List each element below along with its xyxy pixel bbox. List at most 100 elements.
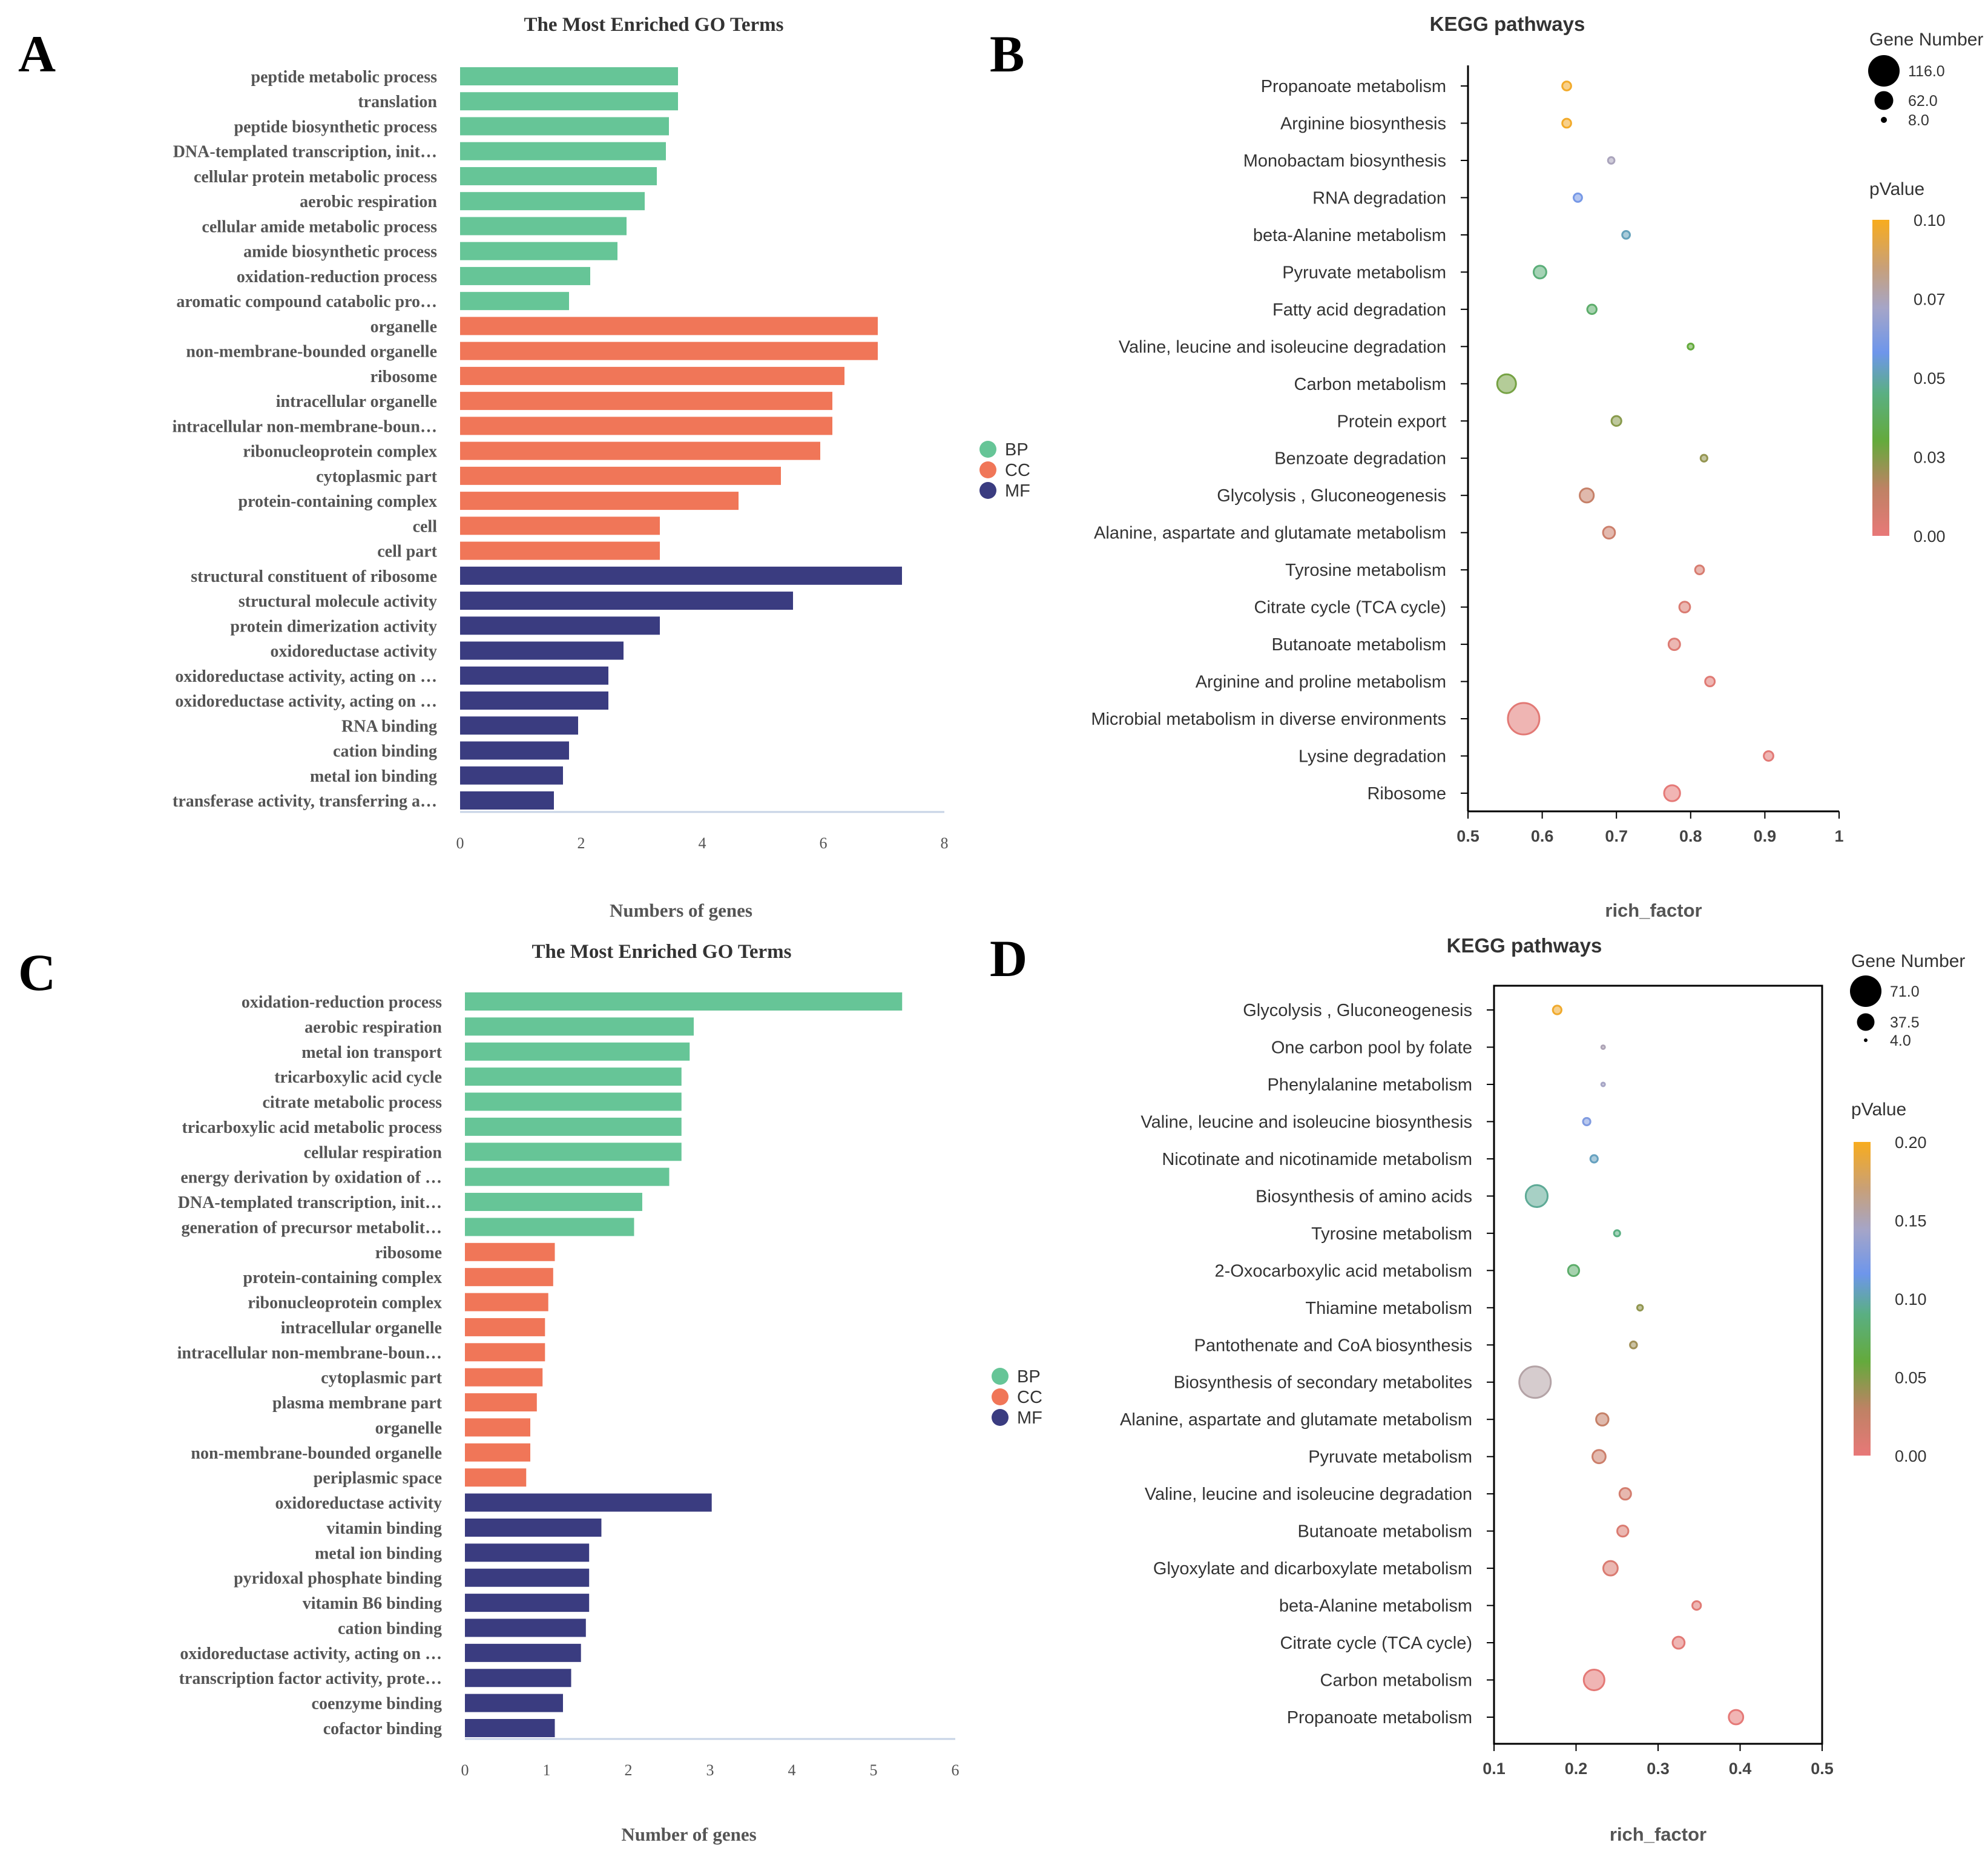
category-label: vitamin B6 binding	[303, 1594, 442, 1613]
category-label: oxidoreductase activity, acting on …	[180, 1645, 442, 1663]
bar	[460, 616, 660, 635]
bar	[465, 1468, 527, 1487]
pathway-label: Biosynthesis of amino acids	[1256, 1187, 1472, 1206]
category-label: energy derivation by oxidation of …	[180, 1169, 442, 1187]
pathway-bubble	[1582, 1668, 1605, 1692]
category-label: structural constituent of ribosome	[191, 567, 437, 586]
category-label: citrate metabolic process	[263, 1094, 443, 1112]
category-label: intracellular organelle	[276, 392, 437, 411]
pathway-bubble	[1618, 1487, 1632, 1501]
pathway-label: Arginine biosynthesis	[1280, 114, 1446, 133]
pathway-bubble	[1629, 1341, 1638, 1350]
size-legend-marker	[1881, 117, 1887, 123]
pathway-bubble	[1691, 1600, 1702, 1611]
pathway-label: Nicotinate and nicotinamide metabolism	[1162, 1150, 1472, 1169]
pathway-bubble	[1616, 1524, 1630, 1538]
size-legend-marker	[1874, 91, 1894, 110]
pathway-bubble	[1763, 750, 1774, 762]
category-label: cytoplasmic part	[321, 1369, 443, 1388]
x-tick-label: 0.8	[1679, 827, 1702, 845]
category-label: plasma membrane part	[272, 1394, 443, 1413]
bar	[460, 641, 624, 660]
category-label: generation of precursor metabolit…	[181, 1218, 442, 1237]
category-label: structural molecule activity	[239, 592, 437, 611]
x-tick-label: 6	[820, 834, 828, 852]
pathway-bubble	[1621, 230, 1631, 240]
bar	[460, 117, 669, 136]
x-tick-label: 2	[625, 1761, 633, 1779]
colorbar-tick-label: 0.00	[1895, 1447, 1927, 1465]
category-label: tricarboxylic acid cycle	[274, 1068, 442, 1087]
category-label: cellular amide metabolic process	[202, 217, 437, 236]
pathway-bubble	[1561, 81, 1572, 91]
category-label: ribonucleoprotein complex	[248, 1294, 442, 1313]
size-legend-marker	[1857, 1013, 1875, 1031]
bar	[465, 1343, 545, 1362]
legend-label: MF	[1005, 481, 1030, 501]
pathway-label: Alanine, aspartate and glutamate metabol…	[1120, 1410, 1472, 1430]
size-legend-title: Gene Number	[1869, 30, 1983, 50]
bar	[465, 1042, 690, 1061]
bar	[460, 417, 832, 435]
pathway-label: beta-Alanine metabolism	[1253, 226, 1446, 245]
pathway-bubble	[1579, 487, 1595, 504]
size-legend-title: Gene Number	[1851, 951, 1965, 971]
bar	[465, 1318, 545, 1336]
panel-label-c: C	[18, 943, 56, 1001]
bar	[460, 317, 878, 335]
legend-label: BP	[1017, 1367, 1041, 1387]
chart-title: The Most Enriched GO Terms	[532, 941, 791, 963]
bar	[460, 666, 608, 685]
pathway-bubble	[1610, 415, 1622, 427]
x-axis-label: Numbers of genes	[610, 900, 752, 921]
bar	[465, 1719, 555, 1737]
bar	[460, 716, 578, 735]
colorbar-tick-label: 0.07	[1914, 291, 1946, 309]
size-legend-marker	[1864, 1038, 1868, 1042]
bar	[460, 592, 793, 610]
category-label: periplasmic space	[314, 1469, 442, 1488]
pathway-bubble	[1567, 1264, 1581, 1277]
bar	[460, 142, 666, 160]
pathway-bubble	[1595, 1412, 1610, 1427]
pathway-label: Citrate cycle (TCA cycle)	[1254, 598, 1446, 618]
pathway-label: Citrate cycle (TCA cycle)	[1280, 1634, 1472, 1653]
bar	[465, 1694, 563, 1712]
size-legend-label: 37.5	[1890, 1014, 1920, 1031]
category-label: oxidation-reduction process	[242, 993, 442, 1012]
bar	[460, 242, 617, 260]
colorbar	[1872, 220, 1889, 536]
colorbar	[1854, 1142, 1871, 1456]
bar	[460, 466, 781, 485]
bar	[460, 67, 678, 85]
pathway-bubble	[1678, 601, 1691, 614]
bar	[460, 766, 563, 785]
category-label: cation binding	[333, 742, 437, 761]
category-label: intracellular non-membrane-boun…	[177, 1344, 442, 1362]
category-label: translation	[358, 93, 437, 111]
category-label: cellular respiration	[304, 1143, 443, 1162]
bar	[465, 992, 903, 1011]
pathway-label: Butanoate metabolism	[1297, 1522, 1472, 1542]
colorbar-tick-label: 0.03	[1914, 449, 1946, 467]
pathway-bubble	[1524, 1184, 1549, 1208]
bar	[460, 691, 608, 710]
pathway-bubble	[1694, 564, 1705, 575]
bar	[465, 1268, 553, 1287]
bar	[465, 1543, 590, 1562]
bar	[465, 1393, 537, 1412]
pathway-bubble	[1607, 156, 1616, 165]
bar	[460, 741, 569, 760]
category-label: protein-containing complex	[239, 492, 437, 511]
pathway-label: Valine, leucine and isoleucine biosynthe…	[1140, 1112, 1472, 1132]
bar	[465, 1518, 602, 1537]
category-label: pyridoxal phosphate binding	[234, 1569, 442, 1588]
pathway-bubble	[1728, 1709, 1745, 1726]
category-label: organelle	[370, 317, 437, 336]
panel-c-go-bar-chart: The Most Enriched GO Terms oxidation-redu…	[177, 941, 1042, 1845]
category-label: organelle	[375, 1419, 442, 1437]
category-label: transferase activity, transferring a…	[173, 792, 437, 811]
category-label: cell part	[377, 543, 437, 561]
